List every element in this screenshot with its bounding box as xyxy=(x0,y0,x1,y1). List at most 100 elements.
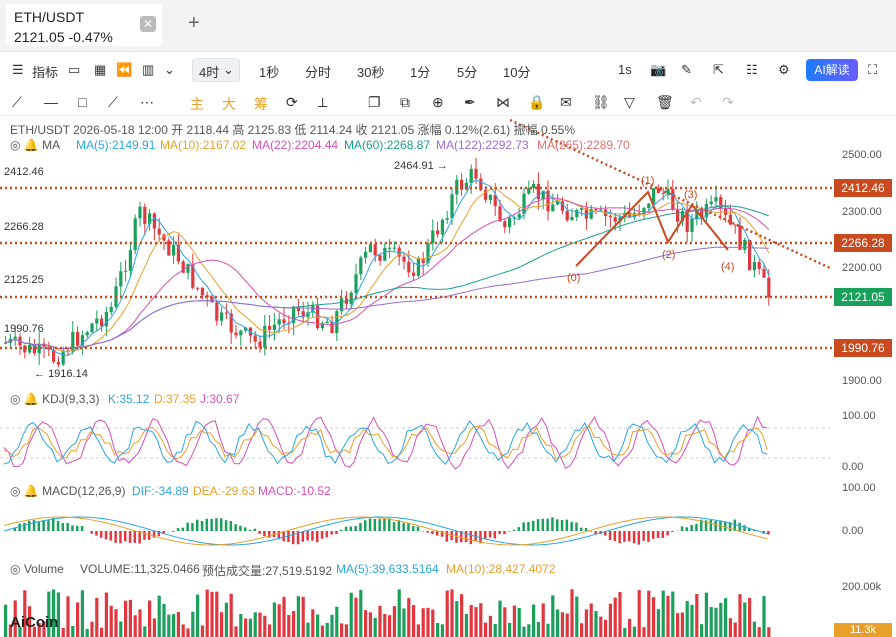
axis-vol-200k: 200.00k xyxy=(842,581,882,593)
kdj-legend-name: ◎ 🔔 KDJ(9,3,3) xyxy=(10,392,100,406)
volume-bar xyxy=(32,626,36,637)
close-icon[interactable]: ✕ xyxy=(140,16,156,32)
big-button[interactable]: 大 xyxy=(222,96,236,112)
interval-timeline[interactable]: 分时 xyxy=(305,65,332,80)
volume-bar xyxy=(656,609,660,637)
volume-bar xyxy=(532,604,536,637)
macd-legend-name: ◎ 🔔 MACD(12,26,9) xyxy=(10,484,126,498)
j-legend: J:30.67 xyxy=(200,392,240,406)
rect-icon[interactable]: □ xyxy=(78,94,87,110)
hline-icon[interactable]: — xyxy=(44,94,58,110)
chevron-down-icon[interactable]: ⌄ xyxy=(164,62,175,77)
trash-icon[interactable]: 🗑 xyxy=(656,94,674,110)
brush-icon[interactable]: ⟋ xyxy=(108,94,118,110)
macd-bar xyxy=(580,527,583,531)
candle-body xyxy=(119,271,123,287)
tab-price: 2121.05 -0.47% xyxy=(14,29,113,45)
candle-body xyxy=(541,190,545,200)
export-icon[interactable]: ⇱ xyxy=(713,62,724,77)
volume-bar xyxy=(186,628,190,637)
candle-body xyxy=(128,250,132,271)
magnet-icon[interactable]: ⋈ xyxy=(496,94,510,110)
chip-button[interactable]: 筹 xyxy=(254,96,268,112)
layout-icon[interactable]: ▭ xyxy=(68,62,81,77)
candle-body xyxy=(637,212,641,215)
copy-icon[interactable]: ❐ xyxy=(368,94,381,110)
undo-icon[interactable]: ↶ xyxy=(690,94,702,110)
gear-icon[interactable]: ⚙ xyxy=(778,62,790,77)
volume-bar xyxy=(200,625,204,637)
trendline-icon[interactable]: ⟋ xyxy=(12,94,22,110)
candle-body xyxy=(762,268,766,278)
volume-bar xyxy=(560,612,564,637)
interval-30s[interactable]: 30秒 xyxy=(357,65,385,80)
volume-bar xyxy=(604,619,608,637)
macd-bar xyxy=(748,527,751,531)
macd-bar xyxy=(200,521,204,531)
filter-icon[interactable]: ▽ xyxy=(624,94,635,110)
macd-bar xyxy=(143,531,146,540)
macd-bar xyxy=(196,519,199,531)
ruler-icon[interactable]: ⟂ xyxy=(318,94,328,110)
macd-bar xyxy=(325,531,329,538)
grid-icon[interactable]: ▦ xyxy=(94,62,107,77)
camera-icon[interactable]: 📷 xyxy=(650,62,667,77)
ma-legend-name: ◎ 🔔 MA xyxy=(10,138,61,152)
macd-bar xyxy=(383,518,386,531)
vma5-legend: MA(5):39,633.5164 xyxy=(336,562,439,576)
interval-right-1s[interactable]: 1s xyxy=(618,62,632,77)
volume-bar xyxy=(354,597,358,637)
highlighter-icon[interactable]: ✒ xyxy=(464,94,476,110)
chart-settings-icon[interactable]: ☰ xyxy=(12,62,24,77)
chart-area[interactable]: ETH/USDT 2026-05-18 12:00 开 2118.44 高 21… xyxy=(0,118,896,637)
interval-10m[interactable]: 10分 xyxy=(503,65,531,80)
macd-bar xyxy=(311,531,314,541)
volume-bar xyxy=(378,605,382,637)
interval-select[interactable] xyxy=(192,58,240,82)
ai-analysis-button[interactable]: AI解读 xyxy=(806,59,858,81)
tab-eth-usdt[interactable]: ETH/USDT 2121.05 -0.47% ✕ xyxy=(6,4,162,46)
add-tab-icon[interactable]: + xyxy=(188,12,200,34)
main-button[interactable]: 主 xyxy=(190,96,204,112)
wave-3: (3) xyxy=(684,189,698,201)
lock-icon[interactable]: 🔒 xyxy=(528,94,546,110)
measure-icon[interactable]: ⧉ xyxy=(400,94,410,110)
volume-bar xyxy=(66,596,70,637)
price-chart[interactable] xyxy=(0,118,896,637)
candle-body xyxy=(388,247,392,249)
volume-bar xyxy=(95,597,99,637)
candle-body xyxy=(474,168,478,179)
more-icon[interactable]: ⋯ xyxy=(140,94,154,110)
link-icon[interactable]: ⛓ xyxy=(592,94,610,110)
wave-1: (1) xyxy=(641,175,655,187)
list-icon[interactable]: ☷ xyxy=(746,62,758,77)
volume-bar xyxy=(469,605,473,637)
volume-bar xyxy=(584,609,588,637)
interval-1m[interactable]: 1分 xyxy=(410,65,431,80)
replay-icon[interactable]: ⏪ xyxy=(116,62,133,77)
zoom-icon[interactable]: ⊕ xyxy=(432,94,444,110)
volume-bar xyxy=(536,621,540,637)
candle-body xyxy=(613,217,617,222)
macd-bar xyxy=(18,523,21,531)
interval-5m[interactable]: 5分 xyxy=(457,65,478,80)
volume-bar xyxy=(383,613,387,637)
note-icon[interactable]: ✉ xyxy=(560,94,572,110)
fullscreen-icon[interactable]: ⛶ xyxy=(868,62,878,77)
interval-1s[interactable]: 1秒 xyxy=(259,65,280,80)
volume-bar xyxy=(594,611,598,637)
redo-icon[interactable]: ↷ xyxy=(722,94,734,110)
macd-bar xyxy=(61,522,65,531)
candle-type-icon[interactable]: ▥ xyxy=(142,62,155,77)
macd-bar xyxy=(522,522,525,531)
interval-selected[interactable]: 4时 xyxy=(199,65,220,80)
macd-bar xyxy=(517,527,521,531)
tag-2412: 2412.46 xyxy=(834,179,892,197)
indicators-button[interactable]: 指标 xyxy=(32,65,59,80)
volume-bar xyxy=(296,596,300,637)
volume-bar xyxy=(220,612,224,637)
refresh-icon[interactable]: ⟳ xyxy=(286,94,298,110)
pen-icon[interactable]: ✎ xyxy=(681,62,692,77)
d-legend: D:37.35 xyxy=(154,392,197,406)
candle-body xyxy=(608,216,612,218)
